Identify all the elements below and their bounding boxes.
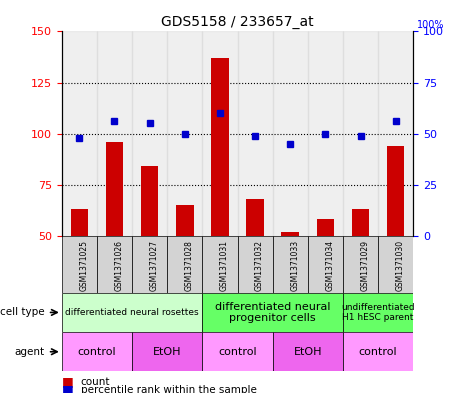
Text: GSM1371031: GSM1371031 <box>220 241 229 291</box>
Text: GSM1371027: GSM1371027 <box>150 241 159 291</box>
Bar <box>202 293 343 332</box>
Bar <box>132 31 167 236</box>
Text: differentiated neural
progenitor cells: differentiated neural progenitor cells <box>215 302 331 323</box>
Bar <box>378 236 413 293</box>
Bar <box>167 236 202 293</box>
Bar <box>378 31 413 236</box>
Bar <box>62 332 132 371</box>
Text: cell type: cell type <box>0 307 44 318</box>
Bar <box>273 31 308 236</box>
Text: agent: agent <box>14 347 44 357</box>
Text: GSM1371032: GSM1371032 <box>255 241 264 291</box>
Bar <box>132 236 167 293</box>
Bar <box>343 236 378 293</box>
Bar <box>343 31 378 236</box>
Text: undifferentiated
H1 hESC parent: undifferentiated H1 hESC parent <box>341 303 415 322</box>
Text: control: control <box>218 347 257 357</box>
Bar <box>176 205 194 236</box>
Text: control: control <box>359 347 398 357</box>
Bar <box>167 31 202 236</box>
Bar <box>97 31 132 236</box>
Bar <box>202 332 273 371</box>
Text: percentile rank within the sample: percentile rank within the sample <box>81 385 256 393</box>
Text: GSM1371034: GSM1371034 <box>325 241 334 292</box>
Text: EtOH: EtOH <box>153 347 181 357</box>
Bar <box>211 58 228 236</box>
Bar <box>273 236 308 293</box>
Bar <box>308 31 343 236</box>
Bar <box>343 293 413 332</box>
Bar <box>62 236 97 293</box>
Bar <box>62 31 97 236</box>
Text: count: count <box>81 377 110 387</box>
Bar <box>273 332 343 371</box>
Text: GSM1371025: GSM1371025 <box>79 241 88 291</box>
Text: GSM1371028: GSM1371028 <box>185 241 194 291</box>
Text: GSM1371033: GSM1371033 <box>290 241 299 292</box>
Bar <box>238 236 273 293</box>
Bar <box>132 332 202 371</box>
Text: 100%: 100% <box>417 20 444 30</box>
Bar <box>105 142 124 236</box>
Text: ■: ■ <box>62 383 74 393</box>
Bar <box>316 219 334 236</box>
Bar <box>202 31 238 236</box>
Bar <box>71 209 88 236</box>
Bar <box>352 209 369 236</box>
Text: EtOH: EtOH <box>294 347 322 357</box>
Text: GSM1371030: GSM1371030 <box>396 241 405 292</box>
Text: GSM1371026: GSM1371026 <box>114 241 124 291</box>
Text: differentiated neural rosettes: differentiated neural rosettes <box>65 308 199 317</box>
Bar <box>387 146 404 236</box>
Bar <box>62 293 202 332</box>
Bar <box>141 166 158 236</box>
Text: GSM1371029: GSM1371029 <box>361 241 370 291</box>
Bar <box>281 232 299 236</box>
Title: GDS5158 / 233657_at: GDS5158 / 233657_at <box>161 15 314 29</box>
Bar <box>202 236 238 293</box>
Bar <box>247 199 264 236</box>
Bar <box>308 236 343 293</box>
Bar <box>97 236 132 293</box>
Text: control: control <box>77 347 116 357</box>
Text: ■: ■ <box>62 375 74 389</box>
Bar <box>343 332 413 371</box>
Bar <box>238 31 273 236</box>
